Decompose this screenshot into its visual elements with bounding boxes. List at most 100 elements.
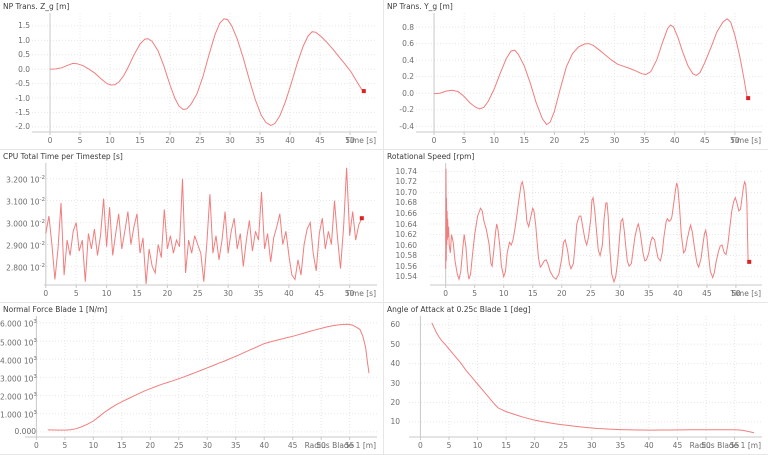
x-tick-label: 25 [192, 289, 203, 298]
x-tick-label: 10 [101, 289, 112, 298]
x-tick-label: 25 [195, 136, 205, 145]
y-tick-label: 0.8 [402, 22, 414, 32]
y-tick-label: -1.0 [15, 93, 30, 103]
x-tick-label: 20 [165, 136, 175, 145]
y-tick-label: -2.0 [15, 122, 30, 132]
x-tick-label: 15 [117, 441, 127, 450]
x-tick-label: 10 [472, 441, 483, 450]
x-tick-label: 50 [701, 441, 711, 450]
y-tick-label: 20 [390, 397, 400, 407]
plot-title: Normal Force Blade 1 [N/m] [3, 305, 108, 314]
y-tick-label: 0.5 [18, 50, 30, 60]
x-tick-label: 0 [34, 441, 39, 450]
x-tick-label: 35 [253, 289, 264, 298]
plot-svg [430, 163, 762, 288]
x-tick-label: 5 [461, 136, 467, 145]
x-tick-label: 40 [644, 441, 654, 450]
plot-svg [416, 13, 762, 135]
plot-canvas[interactable]: 6.000 103 5.000 103 4.000 103 3.000 103 2.00… [0, 303, 383, 454]
plot-canvas[interactable]: 3.200 10-2 3.100 10-2 3.000 10-2 2.900 10-2… [0, 150, 383, 302]
y-tick-label: 0.6 [402, 39, 414, 49]
x-tick-label: 10 [88, 441, 99, 450]
data-curve [49, 18, 365, 126]
x-tick-label: 45 [315, 136, 325, 145]
plot-title: CPU Total Time per Timestep [s] [3, 152, 123, 161]
y-tick-label: 10.60 [395, 240, 417, 250]
y-tick-label: 10.70 [395, 187, 417, 197]
x-tick-label: 20 [145, 441, 156, 450]
plot-canvas[interactable]: 60 50 40 30 20 10 0 5 10 15 20 25 30 35 40 45 50 55 Radius… [384, 303, 768, 454]
end-marker [746, 96, 751, 101]
x-tick-label: 30 [587, 441, 597, 450]
x-tick-label: 0 [43, 289, 49, 298]
y-tick-label: 6.000 103 [0, 319, 37, 329]
x-tick-label: 30 [225, 136, 235, 145]
x-tick-label: 55 [344, 441, 355, 450]
y-tick-label: -0.2 [399, 105, 414, 115]
x-axis-label: Time [s] [730, 136, 762, 145]
data-curve [45, 167, 363, 284]
x-tick-label: 50 [344, 289, 355, 298]
y-tick-label: 40 [390, 359, 400, 369]
x-tick-label: 25 [585, 289, 596, 298]
x-tick-label: 20 [556, 289, 567, 298]
y-tick-label: 10.64 [395, 219, 417, 229]
x-tick-label: 30 [202, 441, 213, 450]
x-tick-label: 20 [162, 289, 173, 298]
x-tick-label: 45 [314, 289, 325, 298]
y-tick-label: 10.74 [395, 166, 417, 176]
end-marker [359, 216, 364, 221]
y-tick-label: 2.900 10-2 [6, 240, 45, 251]
x-tick-label: 5 [62, 441, 68, 450]
x-tick-label: 35 [615, 441, 626, 450]
x-tick-label: 15 [132, 289, 142, 298]
y-tick-label: 10.66 [395, 208, 417, 218]
x-tick-label: 0 [47, 136, 53, 145]
x-tick-label: 30 [223, 289, 233, 298]
y-tick-label: -1.5 [15, 107, 30, 117]
x-tick-label: 45 [672, 441, 683, 450]
y-tick-label: 10 [390, 417, 400, 427]
y-tick-label: 10.58 [395, 251, 417, 261]
x-tick-label: 35 [644, 289, 654, 298]
x-tick-label: 40 [284, 289, 294, 298]
x-tick-label: 15 [501, 441, 511, 450]
x-tick-label: 50 [731, 289, 741, 298]
x-tick-label: 0 [443, 289, 449, 298]
plot-panel-normal-force: Normal Force Blade 1 [N/m] 6.000 103 5.00… [0, 303, 384, 455]
plot-panel-cpu-time: CPU Total Time per Timestep [s] 3.200 10… [0, 150, 384, 303]
data-curve [445, 168, 750, 284]
y-tick-label: 1.0 [18, 35, 30, 45]
y-tick-label: 60 [390, 320, 400, 330]
y-tick-label: 0.000 [14, 427, 36, 437]
plot-panel-angle-of-attack: Angle of Attack at 0.25c Blade 1 [deg] 6… [384, 303, 768, 455]
x-tick-label: 20 [549, 136, 560, 145]
y-tick-label: 10.54 [395, 272, 417, 282]
y-tick-label: 0.2 [402, 72, 414, 82]
plot-canvas[interactable]: 10.74 10.72 10.70 10.68 10.66 10.64 10.62 10.60… [384, 150, 768, 302]
plot-svg [32, 13, 377, 135]
plot-panel-rotational-speed: Rotational Speed [rpm] 10.74 10.72 10.70 10… [384, 150, 768, 303]
y-tick-label: 2.000 103 [0, 392, 37, 402]
x-tick-label: 50 [730, 136, 740, 145]
plot-title: Rotational Speed [rpm] [387, 152, 475, 161]
x-tick-label: 5 [77, 136, 83, 145]
x-tick-label: 40 [285, 136, 295, 145]
y-tick-label: 1.000 103 [0, 410, 37, 420]
x-tick-label: 35 [639, 136, 650, 145]
y-tick-label: -0.4 [399, 121, 414, 131]
x-tick-label: 30 [615, 289, 625, 298]
y-tick-label: 0.4 [402, 55, 414, 65]
x-tick-label: 10 [105, 136, 115, 145]
plot-title: NP Trans. Y_g [m] [387, 2, 453, 11]
x-tick-label: 50 [316, 441, 326, 450]
x-tick-label: 45 [700, 136, 710, 145]
plot-canvas[interactable]: 1.5 1.0 0.5 0.0 -0.5 -1.0 -1.5 -2.0 0 5 10 15 20 25 30… [0, 0, 383, 149]
x-tick-label: 15 [519, 136, 530, 145]
x-tick-label: 25 [174, 441, 184, 450]
plot-canvas[interactable]: 0.8 0.6 0.4 0.2 0.0 -0.2 -0.4 0 5 10 15 20 25 30 35 40 4… [384, 0, 768, 149]
y-tick-label: -0.5 [15, 79, 30, 89]
x-tick-label: 30 [609, 136, 620, 145]
plot-svg [25, 316, 377, 440]
x-tick-label: 15 [135, 136, 145, 145]
